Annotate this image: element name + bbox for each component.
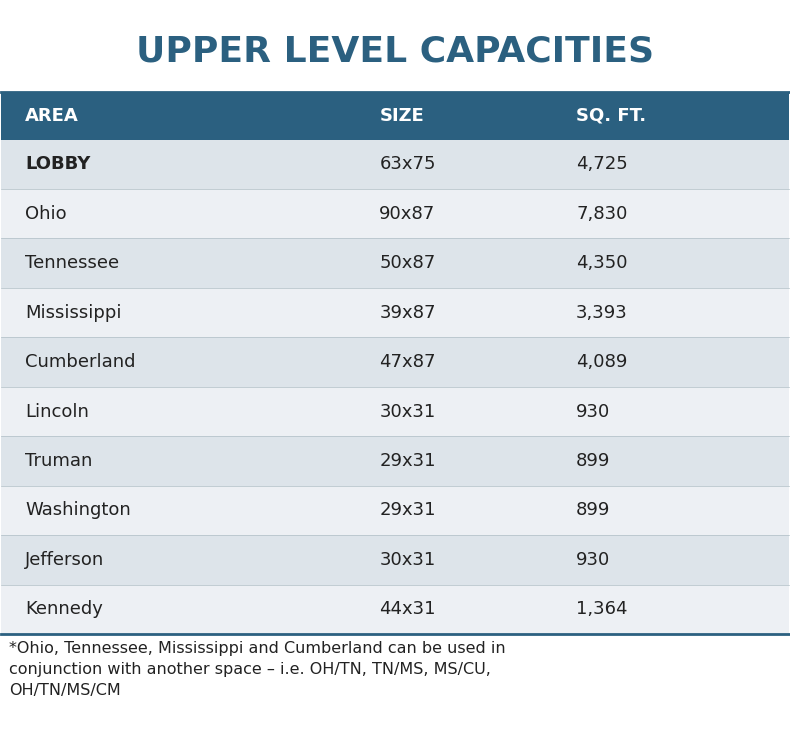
FancyBboxPatch shape: [2, 288, 788, 337]
Text: 30x31: 30x31: [379, 402, 435, 420]
FancyBboxPatch shape: [2, 585, 788, 634]
Text: 899: 899: [576, 452, 611, 470]
Text: 3,393: 3,393: [576, 304, 628, 322]
Text: 50x87: 50x87: [379, 254, 435, 272]
FancyBboxPatch shape: [2, 535, 788, 585]
Text: 7,830: 7,830: [576, 204, 627, 223]
Text: UPPER LEVEL CAPACITIES: UPPER LEVEL CAPACITIES: [136, 34, 654, 68]
Text: Washington: Washington: [25, 502, 131, 520]
Text: 44x31: 44x31: [379, 600, 436, 618]
Text: 930: 930: [576, 551, 611, 569]
FancyBboxPatch shape: [2, 387, 788, 437]
Text: 930: 930: [576, 402, 611, 420]
Text: Ohio: Ohio: [25, 204, 66, 223]
Text: 4,350: 4,350: [576, 254, 627, 272]
Text: 4,089: 4,089: [576, 353, 627, 371]
Text: 90x87: 90x87: [379, 204, 435, 223]
Text: *Ohio, Tennessee, Mississippi and Cumberland can be used in
conjunction with ano: *Ohio, Tennessee, Mississippi and Cumber…: [9, 642, 506, 699]
Text: 4,725: 4,725: [576, 155, 628, 173]
FancyBboxPatch shape: [2, 239, 788, 288]
FancyBboxPatch shape: [2, 437, 788, 485]
FancyBboxPatch shape: [2, 337, 788, 387]
Text: 39x87: 39x87: [379, 304, 436, 322]
FancyBboxPatch shape: [2, 139, 788, 189]
Text: SIZE: SIZE: [379, 107, 424, 125]
Text: Cumberland: Cumberland: [25, 353, 136, 371]
FancyBboxPatch shape: [2, 189, 788, 239]
FancyBboxPatch shape: [2, 485, 788, 535]
Text: 29x31: 29x31: [379, 452, 436, 470]
Text: 29x31: 29x31: [379, 502, 436, 520]
Text: AREA: AREA: [25, 107, 79, 125]
Text: Kennedy: Kennedy: [25, 600, 103, 618]
Text: SQ. FT.: SQ. FT.: [576, 107, 646, 125]
Text: 30x31: 30x31: [379, 551, 435, 569]
Text: Truman: Truman: [25, 452, 92, 470]
Text: LOBBY: LOBBY: [25, 155, 90, 173]
FancyBboxPatch shape: [2, 92, 788, 139]
Text: Tennessee: Tennessee: [25, 254, 119, 272]
Text: 47x87: 47x87: [379, 353, 436, 371]
Text: 63x75: 63x75: [379, 155, 436, 173]
Text: 899: 899: [576, 502, 611, 520]
Text: Mississippi: Mississippi: [25, 304, 122, 322]
Text: Lincoln: Lincoln: [25, 402, 89, 420]
Text: 1,364: 1,364: [576, 600, 627, 618]
Text: Jefferson: Jefferson: [25, 551, 104, 569]
